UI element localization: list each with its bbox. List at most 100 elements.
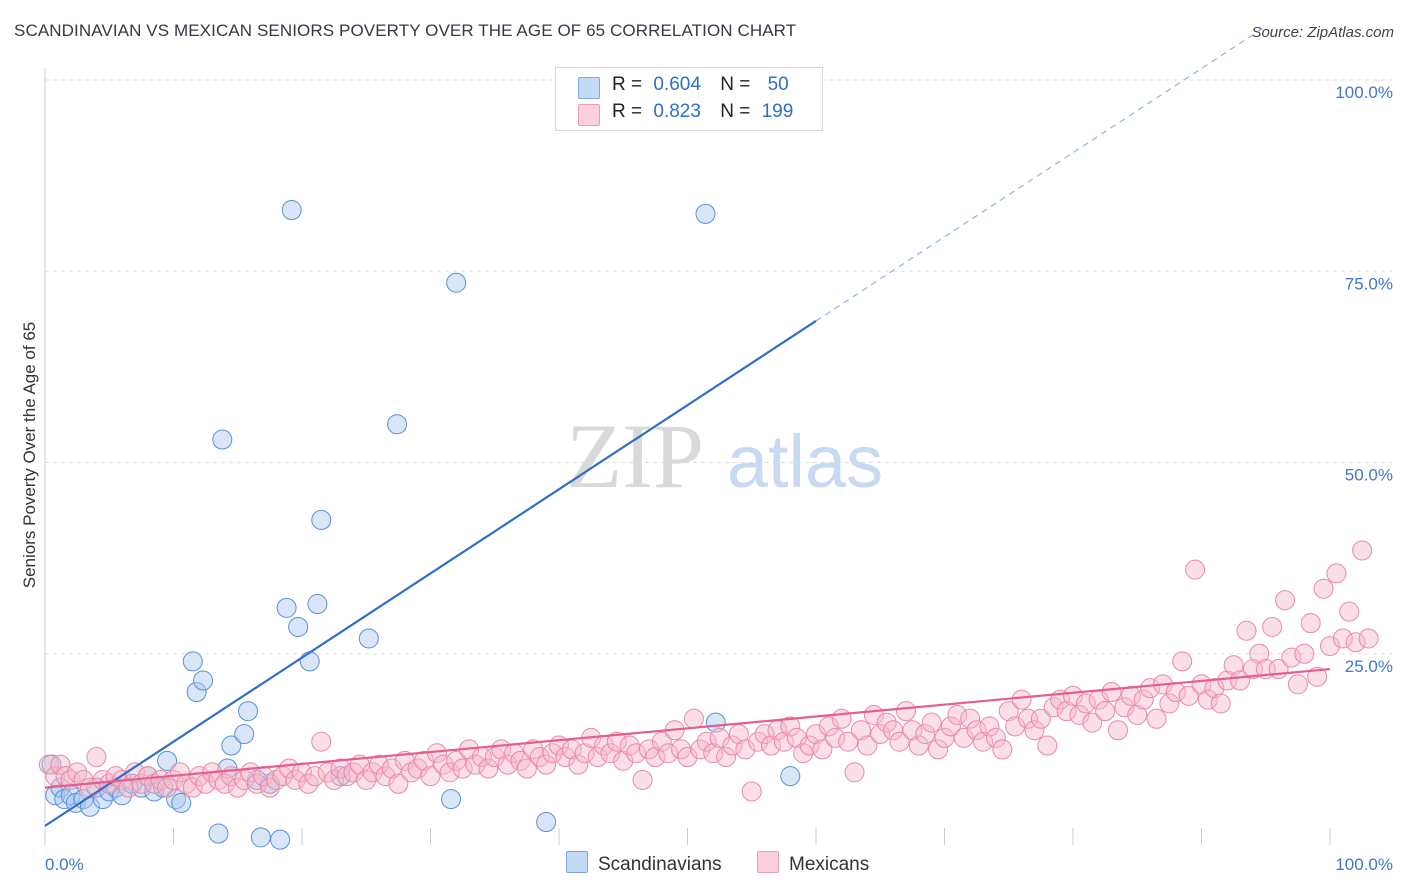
mexican-point (1069, 704, 1090, 725)
trend-lines (44, 25, 1331, 827)
axes (44, 68, 1331, 845)
mexican-point (1146, 708, 1167, 729)
mexican-point (908, 735, 929, 756)
mexican-point (683, 708, 704, 729)
mexican-point (928, 739, 949, 760)
mexican-point (311, 731, 332, 752)
mexican-point (1178, 685, 1199, 706)
mexican-point (966, 720, 987, 741)
mexican-point (1107, 720, 1128, 741)
mexican-point (304, 766, 325, 787)
mexican-point (632, 769, 653, 790)
mexican-point (998, 701, 1019, 722)
mexican-point (1210, 693, 1231, 714)
mexican-point (324, 769, 345, 790)
mexican-point (1172, 651, 1193, 672)
mexican-point (1352, 540, 1373, 561)
mexican-point (857, 735, 878, 756)
bottom-legend-label: Scandinavians (598, 854, 722, 875)
mexican-point (947, 704, 968, 725)
scandinavian-point (157, 750, 178, 771)
y-tick-label: 25.0% (1345, 657, 1393, 676)
mexican-point (1197, 689, 1218, 710)
mexican-point (1063, 685, 1083, 706)
mexican-point (1101, 682, 1122, 702)
mexican-point (716, 747, 737, 768)
mexican-point (182, 777, 203, 798)
mexican-point (806, 724, 826, 745)
legend-r-value: 0.823 (653, 101, 701, 122)
legend-swatch-scandinavians (578, 77, 600, 99)
scandinavian-trend-extension (815, 25, 1267, 322)
mexican-point (1082, 712, 1103, 733)
mexican-point (1300, 613, 1321, 634)
mexican-point (780, 716, 801, 737)
mexican-point (1114, 697, 1135, 718)
mexican-point (169, 762, 190, 783)
scandinavian-point (299, 651, 320, 672)
mexican-point (709, 727, 730, 748)
mexican-point (651, 731, 672, 752)
mexican-point (773, 731, 794, 752)
mexican-point (722, 735, 743, 756)
legend-n-value: 50 (767, 74, 789, 95)
mexican-point (1159, 693, 1180, 714)
mexican-point (439, 762, 460, 783)
scandinavian-point (281, 200, 302, 221)
mexican-point (336, 766, 357, 787)
grid-lines (45, 79, 1392, 655)
mexican-point (703, 743, 724, 764)
legend-r-label: R = (612, 101, 643, 122)
mexican-point (420, 766, 441, 787)
watermark: ZIP atlas (566, 405, 883, 507)
mexican-point (696, 731, 717, 752)
mexican-point (786, 727, 807, 748)
mexican-point (979, 716, 1000, 737)
mexican-point (208, 769, 229, 790)
scandinavian-point (208, 823, 229, 844)
mexican-point (754, 724, 775, 745)
mexican-point (516, 758, 537, 779)
watermark-zip: ZIP (566, 405, 704, 507)
mexican-point (799, 735, 820, 756)
mexican-point (1358, 628, 1379, 649)
mexican-point (414, 750, 435, 771)
chart-title: SCANDINAVIAN VS MEXICAN SENIORS POVERTY … (14, 21, 797, 40)
legend-n-value: 199 (761, 101, 794, 122)
mexican-point (658, 743, 679, 764)
mexican-point (38, 754, 59, 775)
mexican-point (1275, 590, 1296, 611)
legend-r-value: 0.604 (653, 74, 701, 95)
scandinavian-point (193, 670, 214, 691)
scandinavian-trend-line (44, 320, 817, 827)
scandinavian-point (307, 594, 328, 615)
scandinavian-point (705, 712, 726, 733)
mexican-point (1223, 655, 1244, 676)
mexican-point (1095, 701, 1116, 722)
mexican-point (574, 743, 595, 764)
mexican-point (1281, 647, 1302, 668)
mexican-point (844, 762, 865, 783)
mexican-point (1230, 670, 1251, 691)
mexican-trend-line (44, 667, 1331, 789)
source-label: Source: ZipAtlas.com (1251, 24, 1394, 41)
mexican-point (741, 781, 762, 802)
bottom-legend-label: Mexicans (789, 854, 870, 875)
mexican-point (118, 777, 139, 798)
mexican-point (895, 701, 916, 722)
mexican-point (606, 731, 627, 752)
scandinavian-point (276, 597, 297, 618)
mexican-point (1005, 716, 1026, 737)
mexican-point (915, 724, 936, 745)
mexican-point (401, 762, 422, 783)
mexican-point (761, 735, 782, 756)
mexican-point (600, 743, 621, 764)
mexican-point (645, 747, 666, 768)
scandinavian-point (212, 429, 233, 450)
mexican-point (812, 739, 833, 760)
mexican-point (921, 712, 942, 733)
scandinavian-point (288, 616, 309, 637)
scandinavian-point (780, 766, 801, 787)
tick-labels: 25.0% 50.0% 75.0% 100.0% 0.0% 100.0% (45, 83, 1393, 874)
x-tick-label: 0.0% (45, 855, 84, 874)
